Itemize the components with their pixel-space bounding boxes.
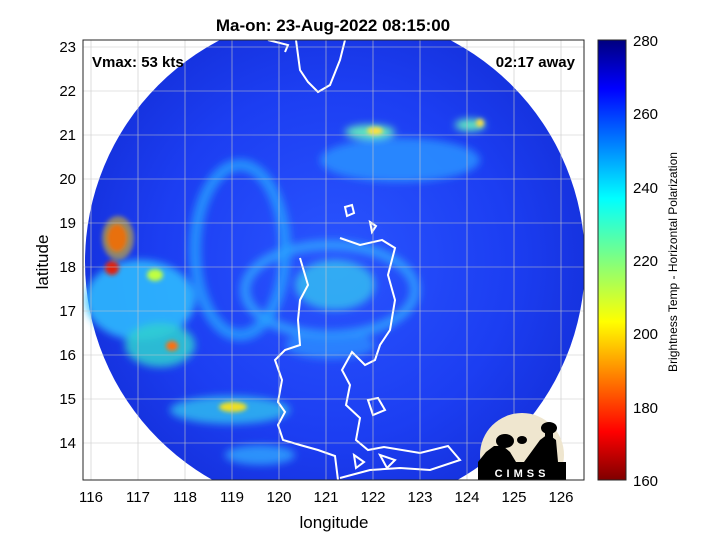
colorbar-ramp [597,39,627,481]
y-tick: 14 [59,435,76,452]
plot-area: CIMSS [83,40,584,480]
x-tick: 121 [313,489,338,506]
x-tick: 125 [501,489,526,506]
x-tick: 124 [454,489,479,506]
x-tick: 118 [173,489,197,506]
vmax-label: Vmax: 53 kts [92,54,184,71]
y-tick: 19 [59,215,76,232]
x-tick: 116 [79,489,103,506]
cimss-logo-text: CIMSS [495,468,550,480]
cold-cloud-features [102,119,484,412]
y-tick-labels: 23 22 21 20 19 18 17 16 15 14 [59,39,76,452]
colorbar-tick: 240 [633,180,658,197]
y-tick: 15 [59,391,76,408]
y-tick: 17 [59,303,76,320]
x-tick: 126 [548,489,573,506]
y-tick: 18 [59,259,76,276]
map-title: Ma-on: 23-Aug-2022 08:15:00 [216,16,450,35]
y-tick: 16 [59,347,76,364]
colorbar: 280 260 240 220 200 180 160 Brightness T… [597,33,680,490]
colorbar-tick: 180 [633,400,658,417]
plot-frame [82,39,585,481]
x-tick: 122 [360,489,385,506]
colorbar-tick: 160 [633,473,658,490]
colorbar-tick: 280 [633,33,658,50]
colorbar-tick: 220 [633,253,658,270]
x-tick: 117 [126,489,150,506]
x-tick: 120 [266,489,291,506]
graticule [83,40,584,480]
x-tick-labels: 116 117 118 119 120 121 122 123 124 125 … [79,489,573,506]
x-axis-label: longitude [299,513,368,532]
y-tick: 23 [59,39,76,56]
rainband-features [85,119,485,465]
y-tick: 20 [59,171,76,188]
cimss-logo: CIMSS [478,413,566,480]
colorbar-tick: 260 [633,106,658,123]
colorbar-tick: 200 [633,326,658,343]
x-tick: 119 [220,489,244,506]
y-tick: 22 [59,83,76,100]
time-away-label: 02:17 away [496,54,576,71]
x-tick: 123 [407,489,432,506]
y-tick: 21 [59,127,76,144]
y-axis-label: latitude [33,235,52,290]
colorbar-label: Brightness Temp - Horizontal Polarizatio… [666,152,680,372]
